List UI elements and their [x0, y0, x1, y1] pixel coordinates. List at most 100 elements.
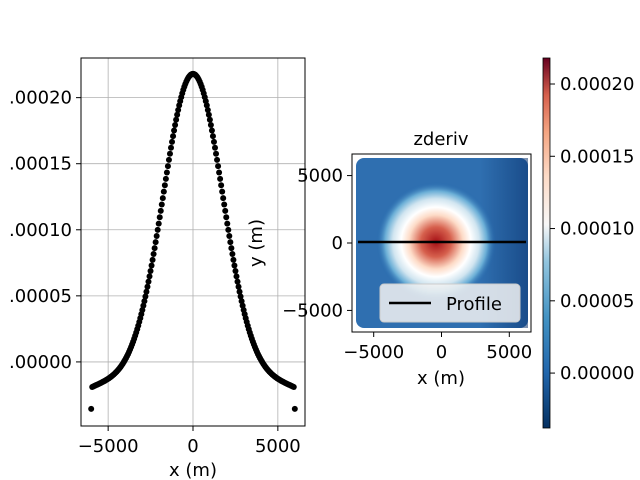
profile-point [217, 175, 224, 182]
profile-point [166, 150, 173, 157]
profile-point [208, 127, 215, 134]
profile-point [145, 278, 152, 285]
profile-point [215, 163, 222, 170]
profile-point [205, 111, 212, 118]
colorbar-tick-label: 0.00000 [560, 363, 634, 384]
profile-point [156, 214, 163, 221]
heatmap-y-axis-label: y (m) [246, 219, 267, 267]
profile-point [149, 256, 156, 263]
y-ticks: .00000 .00005 .00010 .00015 .00020 [9, 88, 81, 373]
profile-point [291, 405, 298, 412]
profile-point [140, 302, 147, 309]
profile-point [223, 214, 230, 221]
profile-point [218, 182, 225, 189]
legend: Profile [379, 283, 521, 323]
heatmap-x-tick-label: −5000 [343, 342, 404, 363]
profile-series [88, 70, 298, 412]
profile-point [238, 298, 245, 305]
profile-point [170, 133, 177, 140]
profile-point [229, 251, 236, 258]
legend-box [379, 283, 521, 323]
heatmap-y-tick-label: 5000 [297, 166, 343, 187]
profile-point [227, 239, 234, 246]
profile-point [152, 239, 159, 246]
profile-point [204, 106, 211, 113]
legend-entry-profile: Profile [446, 294, 502, 315]
profile-point [144, 283, 151, 290]
profile-point [228, 245, 235, 252]
y-tick-label: .00010 [9, 220, 72, 241]
profile-point [153, 233, 160, 240]
heatmap-plot: zderiv −5000 0 5000 −5000 0 5000 x (m) y (m)… [246, 129, 532, 389]
colorbar-tick-label: 0.00010 [560, 219, 634, 240]
profile-point [160, 188, 167, 195]
profile-point [225, 226, 232, 233]
profile-point [175, 106, 182, 113]
profile-point [172, 122, 179, 129]
heatmap-x-axis-label: x (m) [417, 368, 465, 389]
profile-point [203, 102, 210, 109]
profile-point [169, 138, 176, 145]
profile-point [163, 169, 170, 176]
y-tick-label: .00020 [9, 88, 72, 109]
heatmap-x-tick-label: 0 [436, 342, 447, 363]
profile-point [221, 201, 228, 208]
profile-point [174, 111, 181, 118]
profile-point [209, 133, 216, 140]
profile-point [219, 188, 226, 195]
profile-point [150, 251, 157, 258]
heatmap-y-ticks: −5000 0 5000 [282, 166, 352, 321]
profile-point [147, 268, 154, 275]
x-axis-label: x (m) [169, 460, 217, 480]
profile-point [162, 175, 169, 182]
profile-point [148, 262, 155, 269]
y-tick-label: .00005 [9, 286, 72, 307]
profile-point [214, 156, 221, 163]
profile-point [232, 268, 239, 275]
profile-point [220, 195, 227, 202]
profile-point [206, 116, 213, 123]
colorbar-gradient [542, 57, 551, 429]
profile-point [88, 405, 95, 412]
colorbar: 0.00000 0.00005 0.00010 0.00015 0.00020 [542, 57, 634, 429]
profile-point [164, 163, 171, 170]
heatmap-title: zderiv [413, 129, 468, 150]
grid [81, 58, 305, 426]
profile-point [171, 127, 178, 134]
colorbar-tick-label: 0.00015 [560, 146, 634, 167]
profile-point [216, 169, 223, 176]
profile-plot: −5000 0 5000 .00000 .00005 .00010 .00015 .0002… [9, 57, 306, 480]
profile-point [146, 273, 153, 280]
profile-point [143, 288, 150, 295]
profile-point [224, 220, 231, 227]
profile-point [151, 245, 158, 252]
x-tick-label: −5000 [78, 436, 139, 457]
profile-point [167, 144, 174, 151]
profile-point [157, 207, 164, 214]
profile-point [233, 273, 240, 280]
profile-point [222, 207, 229, 214]
profile-point [290, 383, 297, 390]
heatmap-x-ticks: −5000 0 5000 [343, 332, 532, 363]
profile-point [237, 293, 244, 300]
profile-point [173, 116, 180, 123]
heatmap-y-tick-label: 0 [332, 233, 343, 254]
colorbar-ticks: 0.00000 0.00005 0.00010 0.00015 0.00020 [550, 74, 634, 384]
profile-point [207, 122, 214, 129]
profile-point [141, 298, 148, 305]
x-ticks: −5000 0 5000 [78, 426, 301, 457]
profile-point [210, 138, 217, 145]
profile-point [161, 182, 168, 189]
profile-point [159, 195, 166, 202]
colorbar-tick-label: 0.00005 [560, 291, 634, 312]
profile-point [142, 293, 149, 300]
profile-point [231, 262, 238, 269]
y-tick-label: .00015 [9, 154, 72, 175]
profile-point [155, 220, 162, 227]
heatmap-y-tick-label: −5000 [282, 300, 343, 321]
profile-point [165, 156, 172, 163]
x-tick-label: 5000 [255, 436, 301, 457]
profile-point [212, 144, 219, 151]
profile-point [213, 150, 220, 157]
